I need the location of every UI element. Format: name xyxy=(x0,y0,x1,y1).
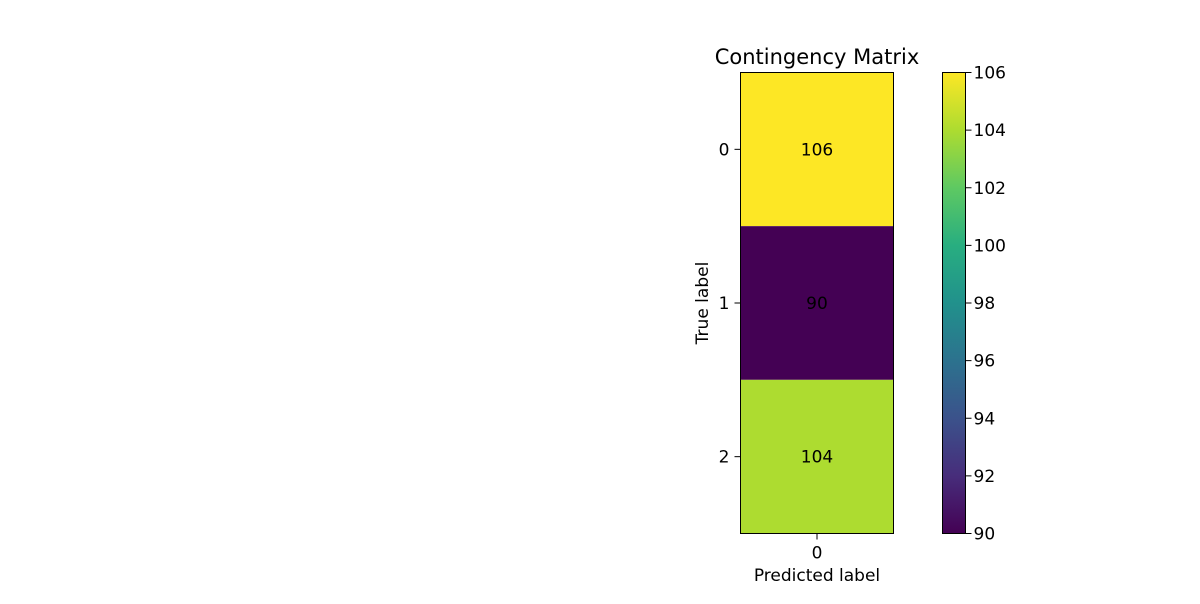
colorbar-tick-label: 90 xyxy=(974,525,996,545)
y-tick-label: 2 xyxy=(719,448,730,468)
chart-title: Contingency Matrix xyxy=(715,45,920,69)
cell-value-label-2: 104 xyxy=(801,448,833,468)
colorbar-ticks: 90 92 94 96 98 100 102 104 106 xyxy=(965,64,1006,545)
colorbar-tick-label: 104 xyxy=(974,121,1006,141)
colorbar xyxy=(942,72,966,534)
y-tick-label: 0 xyxy=(719,140,730,160)
colorbar-tick-label: 106 xyxy=(974,64,1006,84)
colorbar-tick-label: 98 xyxy=(974,294,996,314)
y-axis-label: True label xyxy=(693,262,713,346)
y-axis: 0 1 2 xyxy=(719,140,741,468)
colorbar-tick-label: 94 xyxy=(974,409,996,429)
heatmap-cell-2-0 xyxy=(740,379,894,534)
colorbar-tick-label: 100 xyxy=(974,236,1006,256)
colorbar-tick-label: 92 xyxy=(974,467,996,487)
cell-value-label-1: 90 xyxy=(806,294,828,314)
colorbar-tick-label: 102 xyxy=(974,179,1006,199)
cell-value-label-0: 106 xyxy=(801,140,833,160)
heatmap-cell-0-0 xyxy=(740,72,894,227)
heatmap-cell-labels: 106 90 104 xyxy=(801,140,833,467)
x-tick-label: 0 xyxy=(812,544,823,564)
y-tick-label: 1 xyxy=(719,294,730,314)
heatmap-cell-1-0 xyxy=(740,226,894,380)
heatmap-cells xyxy=(740,72,894,534)
x-axis: 0 xyxy=(812,533,823,564)
x-axis-label: Predicted label xyxy=(754,566,880,586)
colorbar-tick-label: 96 xyxy=(974,352,996,372)
